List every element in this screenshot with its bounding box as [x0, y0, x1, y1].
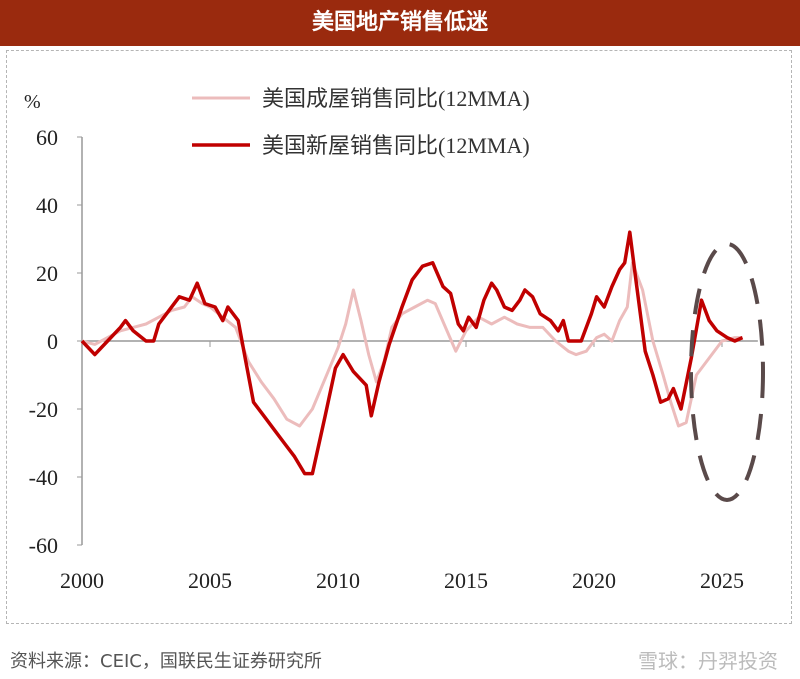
x-tick-label: 2000 [60, 568, 104, 593]
series-line-new-home [80, 230, 744, 476]
source-note: 资料来源：CEIC，国联民生证券研究所 [10, 651, 322, 672]
line-chart: 60 40 20 0 -20 -40 -60% 2000 2005 2010 2015 2020 202… [24, 86, 765, 593]
y-tick-label: 40 [36, 193, 58, 218]
legend-label: 美国成屋销售同比(12MMA) [262, 86, 530, 111]
y-tick-label: -40 [29, 465, 58, 490]
chart-title: 美国地产销售低迷 [0, 0, 800, 46]
y-tick-label: -60 [29, 533, 58, 558]
x-tick-label: 2015 [444, 568, 488, 593]
x-tick-label: 2010 [316, 568, 360, 593]
y-tick-label: 60 [36, 125, 58, 150]
x-tick-label: 2005 [188, 568, 232, 593]
chart-frame [6, 50, 792, 624]
y-tick-label: 20 [36, 261, 58, 286]
x-tick-label: 2020 [572, 568, 616, 593]
y-tick-label: -20 [29, 397, 58, 422]
legend-label: 美国新屋销售同比(12MMA) [262, 133, 530, 158]
watermark: 雪球：丹羿投资 [638, 649, 778, 673]
y-axis-unit: % [24, 91, 41, 113]
y-tick-label: 0 [47, 329, 58, 354]
highlight-ellipse [689, 242, 765, 502]
x-tick-label: 2025 [700, 568, 744, 593]
